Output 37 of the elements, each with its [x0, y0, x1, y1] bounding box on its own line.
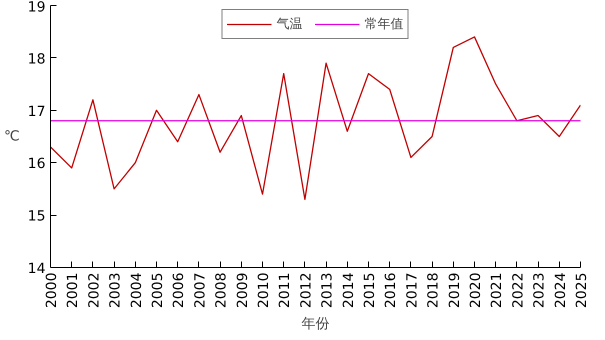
x-tick-label: 2011	[277, 272, 294, 308]
x-tick-label: 2022	[510, 272, 526, 308]
x-tick-label: 2007	[192, 272, 208, 308]
x-tick-label: 2023	[532, 272, 548, 308]
y-tick-label: 16	[28, 156, 46, 172]
x-tick-label: 2002	[86, 272, 102, 308]
x-tick-label: 2017	[404, 272, 420, 308]
x-tick-label: 2005	[150, 272, 166, 308]
x-axis-title: 年份	[302, 316, 330, 332]
x-tick-label: 2014	[340, 272, 357, 308]
x-tick-label: 2010	[256, 272, 272, 308]
y-tick-label: 19	[28, 0, 46, 16]
line-series	[50, 36, 580, 200]
y-tick-label: 14	[28, 261, 46, 277]
x-tick-label: 2020	[468, 272, 484, 308]
x-tick-label: 2006	[171, 272, 188, 308]
y-tick-label: 15	[28, 208, 46, 225]
x-tick-label: 2015	[362, 272, 378, 308]
x-tick-label: 2008	[214, 272, 230, 308]
x-tick-label: 2000	[44, 272, 60, 308]
x-tick-label: 2001	[65, 272, 82, 308]
legend-label: 气温	[276, 16, 302, 33]
legend-label: 常年值	[364, 16, 404, 33]
x-tick-label: 2016	[383, 272, 400, 308]
x-tick-label: 2013	[320, 272, 336, 308]
x-tick-label: 2009	[234, 272, 251, 308]
x-tick-label: 2018	[426, 272, 442, 308]
y-tick-label: 17	[28, 104, 46, 120]
y-tick-label: 18	[28, 51, 46, 68]
x-tick-label: 2024	[552, 272, 569, 308]
x-tick-label: 2003	[108, 272, 124, 308]
x-tick-label: 2019	[446, 272, 463, 308]
y-axis-title: ℃	[4, 128, 20, 144]
x-tick-label: 2021	[489, 272, 506, 308]
x-tick-label: 2004	[128, 272, 145, 308]
x-tick-label: 2025	[574, 272, 590, 308]
x-tick-label: 2012	[298, 272, 314, 308]
